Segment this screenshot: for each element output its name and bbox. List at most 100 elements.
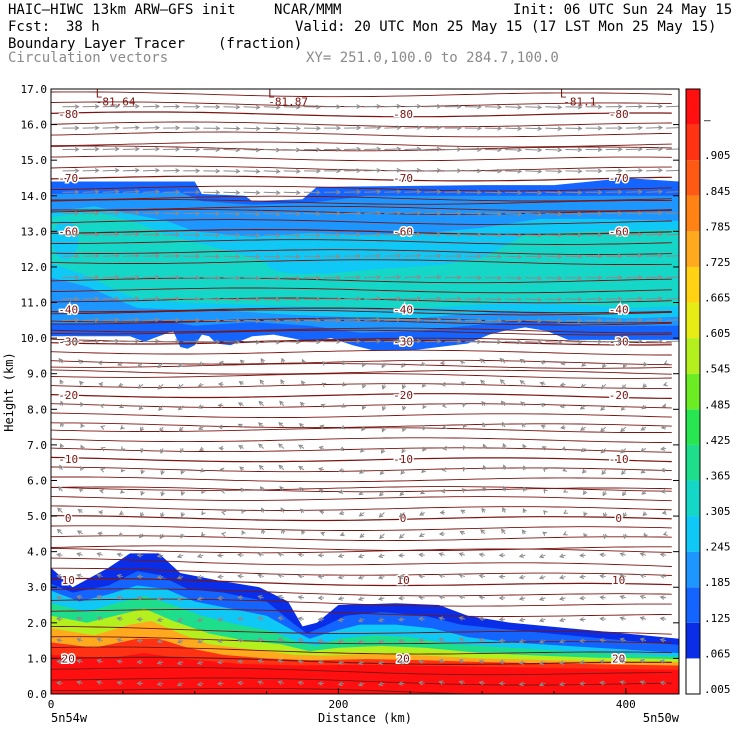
circulation-vector [460,381,466,386]
temperature-contour [51,205,672,212]
temperature-contour [51,195,672,202]
circulation-vector [99,488,105,494]
temperature-contour [51,636,672,645]
circulation-vector [156,617,164,623]
circulation-vector [458,573,466,579]
circulation-vector [163,210,181,216]
circulation-vector [602,490,607,497]
circulation-vector [404,146,422,152]
circulation-vector [337,574,345,580]
circulation-vector [221,510,227,516]
circulation-vector [344,339,362,344]
circulation-vector [645,274,663,280]
circulation-vector [643,361,648,367]
circulation-vector [404,274,422,280]
circulation-vector [478,637,486,643]
circulation-vector [337,617,345,623]
circulation-vector [361,362,367,368]
circulation-vector [122,167,140,173]
circulation-vector [122,274,140,280]
circulation-vector [57,507,63,513]
circulation-vector [479,358,486,364]
circulation-vector [102,125,120,131]
circulation-vector [625,274,643,280]
circulation-vector [82,189,100,195]
circulation-vector [303,318,321,323]
circulation-vector [620,426,627,433]
valid-time: Valid: 20 UTC Mon 25 May 15 (17 LST Mon … [295,19,717,35]
contour-label: 20 [612,652,625,665]
circulation-vector [424,168,442,173]
circulation-vector [317,552,325,558]
circulation-vector [217,659,224,665]
circulation-vector [279,400,285,407]
circulation-vector [82,274,100,280]
circulation-vector [344,104,362,109]
colorbar-label: .005 [704,683,731,696]
circulation-vector [505,254,523,260]
circulation-vector [441,467,447,473]
circulation-vector [183,339,201,344]
circulation-vector [539,360,546,365]
contour-label: -10 [58,453,78,466]
circulation-vector [122,189,140,195]
y-tick-label: 0.0 [27,688,47,701]
circulation-vector [645,338,663,344]
circulation-vector [438,573,445,579]
temperature-contour [51,239,672,245]
circulation-vector [177,362,184,368]
circulation-vector [482,464,487,470]
circulation-vector [297,680,305,686]
circulation-vector [340,424,346,430]
circulation-vector [379,469,385,476]
contour-label: 20 [396,652,409,665]
circulation-vector [217,553,224,558]
circulation-vector [458,680,466,685]
circulation-vector [217,574,224,580]
circulation-vector [645,232,663,237]
circulation-vector [539,381,546,386]
circulation-vector [645,189,663,195]
contour-label: -70 [609,172,629,185]
circulation-vector [263,190,281,196]
circulation-vector [97,360,103,366]
temperature-contour [51,141,672,148]
circulation-vector [481,400,486,407]
circulation-vector [283,275,301,281]
temperature-contour [51,297,672,304]
circulation-vector [102,274,120,280]
colorbar-swatch [686,231,700,267]
circulation-vector [358,490,365,496]
minimum-marker: L [96,88,103,101]
circulation-vector [565,147,583,153]
circulation-vector [96,552,103,557]
circulation-vector [518,553,526,559]
x-tick-label: 400 [616,698,636,711]
y-tick-label: 1.0 [27,652,47,665]
circulation-vector [56,680,63,686]
circulation-vector [223,339,241,345]
circulation-vector [303,232,321,238]
circulation-vector [398,681,405,686]
contour-label: -80 [58,108,78,121]
circulation-vector [444,339,462,344]
circulation-vector [625,125,643,131]
circulation-vector [458,637,466,643]
circulation-vector [117,382,124,388]
circulation-vector [62,104,80,110]
temperature-contour [51,515,672,522]
temperature-contour [51,422,672,429]
circulation-vector [585,211,603,216]
circulation-vector [79,380,84,386]
x-axis-title: Distance (km) [318,711,412,725]
y-tick-label: 2.0 [27,617,47,630]
temperature-contour [51,363,672,369]
circulation-vector [59,400,65,406]
circulation-vector [180,512,186,518]
circulation-vector [438,659,445,664]
circulation-vector [565,104,583,110]
circulation-vector [277,594,284,600]
contour-label: -20 [609,389,629,402]
circulation-vector [538,617,546,623]
circulation-vector [565,190,583,195]
